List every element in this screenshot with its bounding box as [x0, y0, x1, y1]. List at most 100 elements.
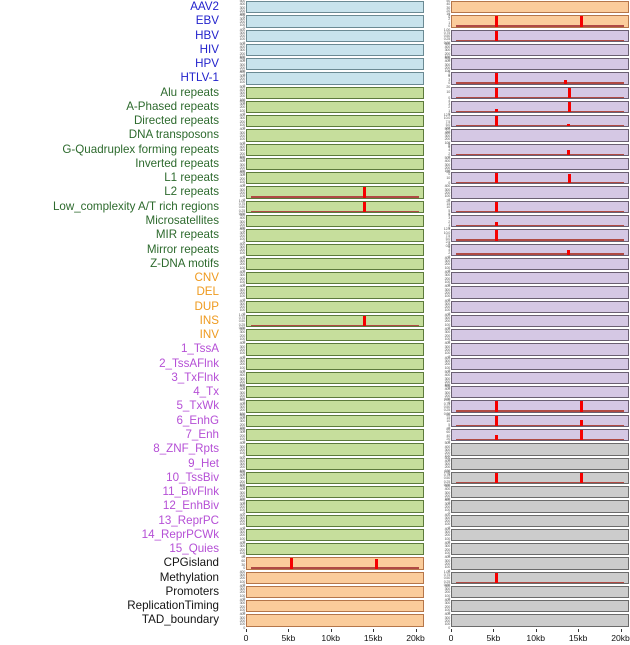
track-plot [246, 400, 424, 413]
y-tick-label: 0.00 [238, 212, 245, 216]
y-tick-label: 40 [446, 433, 450, 438]
track-plot [451, 115, 629, 128]
y-tick-label: 300 [239, 219, 246, 224]
y-tick-label: 400 [239, 255, 246, 260]
y-tick-label: 400 [239, 70, 246, 75]
y-tick-label: 200 [239, 51, 246, 56]
y-tick-label: 5 [448, 422, 450, 427]
y-tick-label: 0 [448, 500, 450, 505]
y-axis-ticks: 500 400 300 200 100 0 [431, 384, 451, 404]
y-axis-ticks: 500 400 300 200 100 0 [431, 456, 451, 476]
y-tick-label: 100 [239, 536, 246, 541]
y-tick-label: 100 [444, 337, 451, 341]
track-plot [451, 29, 629, 42]
track-row: 400 300 200 100 0 [431, 313, 629, 330]
x-tick-label: 15kb [568, 632, 588, 643]
y-tick-label: 0.0 [445, 243, 451, 248]
x-tick-mark [330, 628, 332, 632]
y-tick-label: 300 [444, 162, 451, 167]
track-plot [451, 214, 629, 228]
y-tick-label: 50 [446, 0, 450, 3]
track-baseline [455, 481, 625, 484]
row-label: EBV [195, 14, 219, 28]
row-label: TAD_boundary [141, 613, 219, 627]
y-tick-label: 100 [239, 180, 246, 184]
y-tick-label: 200 [239, 348, 246, 352]
y-tick-label: 400 [444, 130, 451, 135]
y-axis-ticks: 1.00 0.75 0.50 0.25 0.00 [431, 399, 450, 416]
y-tick-label: 200 [239, 20, 246, 24]
y-axis-ticks: 500 400 300 200 100 0 [226, 384, 246, 404]
y-tick-label: 0 [243, 511, 245, 516]
y-axis-ticks: 500 400 300 200 100 0 [226, 141, 246, 162]
y-tick-label: 300 [444, 462, 451, 466]
track-plot [451, 129, 629, 142]
y-axis-ticks: 400 300 200 100 0 [431, 499, 451, 516]
y-tick-label: 0 [448, 226, 450, 231]
x-axis-left: 0 5kb 10kb 15kb 20kb [243, 628, 425, 645]
y-axis-ticks: 400 300 200 100 0 [226, 185, 246, 202]
y-tick-label: 200 [239, 66, 246, 70]
x-tick-mark [451, 628, 452, 632]
y-axis-ticks: 400 300 200 100 0 [226, 128, 246, 145]
track-plot [246, 100, 424, 114]
track-row: 500 400 300 200 100 0 [226, 141, 424, 162]
y-tick-label: 300 [239, 444, 246, 449]
track-row: 400 300 200 100 0 [431, 527, 629, 544]
y-tick-label: 500 [444, 441, 451, 446]
y-tick-label: 0 [448, 440, 450, 445]
data-spike [289, 558, 293, 569]
y-axis-ticks: 20 10 0 [431, 85, 450, 100]
track-row: 400 300 200 100 0 [431, 541, 629, 558]
y-tick-label: 100 [239, 468, 246, 473]
y-tick-label: 300 [239, 405, 246, 409]
y-tick-label: 200 [444, 166, 451, 170]
y-tick-label: 500 [239, 412, 246, 417]
y-axis-ticks: 400 300 200 100 0 [226, 255, 246, 273]
row-label: 2_TssAFlnk [159, 356, 219, 370]
y-tick-label: 100 [239, 426, 246, 430]
y-tick-label: 400 [239, 427, 246, 431]
y-tick-label: 0 [243, 486, 245, 491]
track-plot [246, 357, 424, 370]
y-tick-label: 200 [239, 448, 246, 452]
track-plot [246, 243, 424, 256]
track-plot [451, 600, 629, 613]
row-label: L1 repeats [164, 171, 219, 185]
y-axis-ticks: 400 300 200 100 0 [226, 584, 246, 601]
y-tick-label: 400 [444, 612, 451, 617]
y-tick-label: 500 [239, 84, 246, 89]
y-tick-label: 0.75 [443, 473, 450, 477]
y-tick-label: 0 [448, 112, 450, 116]
y-tick-label: 0 [448, 269, 450, 273]
track-row: 400 300 200 100 0 [226, 513, 424, 530]
track-plot [246, 157, 424, 171]
y-tick-label: 500 [239, 141, 246, 146]
y-tick-label: 300 [444, 48, 451, 53]
y-tick-label: 100 [239, 80, 246, 85]
track-row: 400 300 200 100 0 [226, 527, 424, 544]
track-row: 400 300 200 100 0 [431, 513, 629, 530]
track-row: 500 400 300 200 100 0 [431, 456, 629, 476]
y-tick-label: 200 [444, 465, 451, 470]
row-label: 13_ReprPC [158, 513, 219, 527]
y-tick-label: 200 [239, 134, 246, 138]
track-row: 400 300 200 100 0 [226, 170, 424, 187]
y-tick-label: 0 [243, 354, 245, 359]
y-tick-label: 300 [239, 376, 246, 381]
y-tick-label: 400 [444, 373, 451, 378]
track-plot [246, 86, 424, 99]
y-tick-label: 200 [239, 576, 246, 581]
y-tick-label: 200 [239, 9, 246, 13]
x-tick-label: 0 [243, 632, 249, 643]
track-baseline [455, 82, 625, 84]
track-plot [246, 585, 424, 599]
y-axis-ticks: 500 400 300 200 100 0 [226, 42, 246, 62]
track-row: 20 10 0 [431, 85, 629, 100]
y-tick-label: 400 [444, 541, 451, 545]
y-tick-label: 0 [243, 440, 245, 445]
y-tick-label: 200 [239, 151, 246, 156]
track-row: 20 10 0 [431, 170, 629, 185]
y-axis-ticks: 1.00 0.75 0.50 0.25 0.00 [431, 28, 450, 45]
